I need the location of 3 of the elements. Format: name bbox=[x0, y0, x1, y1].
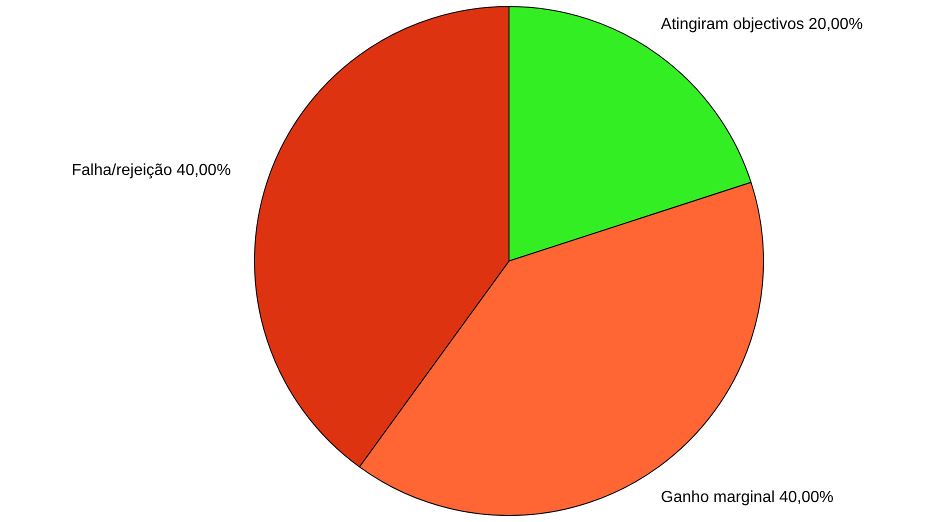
slice-label: Falha/rejeição 40,00% bbox=[72, 162, 231, 180]
slice-label: Atingiram objectivos 20,00% bbox=[660, 16, 863, 33]
slice-label: Ganho marginal 40,00% bbox=[660, 489, 834, 506]
